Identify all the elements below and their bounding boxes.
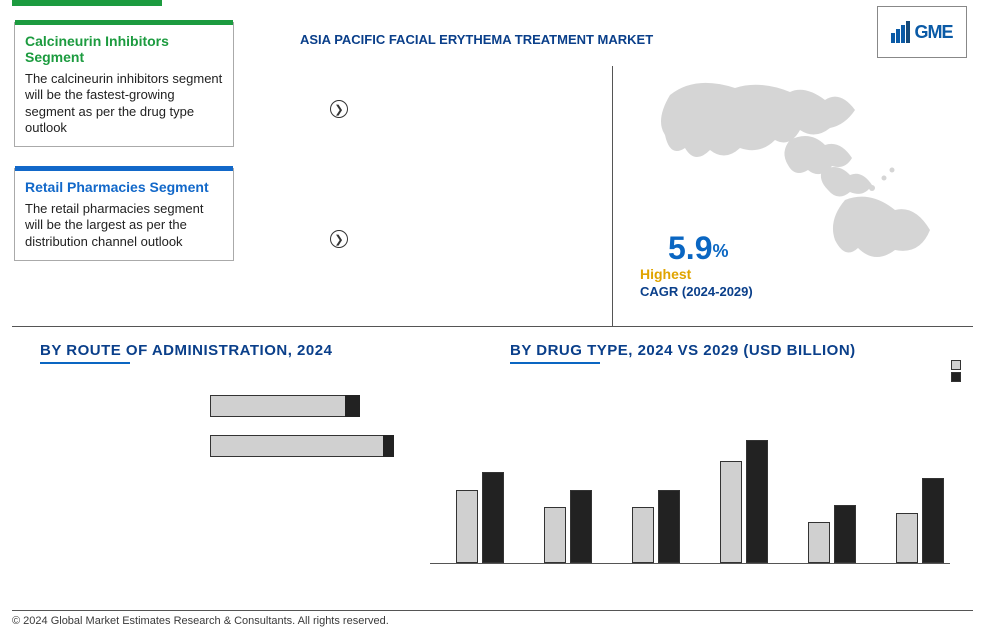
footer-copyright: © 2024 Global Market Estimates Research … xyxy=(12,610,973,627)
route-section-title: BY ROUTE OF ADMINISTRATION, 2024 xyxy=(40,342,332,364)
legend-swatch-2024 xyxy=(951,360,961,370)
drug-legend xyxy=(951,360,965,384)
card-body: The calcineurin inhibitors segment will … xyxy=(25,71,223,136)
cagr-number: 5.9 xyxy=(668,230,712,266)
card-heading: Calcineurin Inhibitors Segment xyxy=(25,33,223,65)
bar-2024 xyxy=(720,461,742,563)
infographic-root: GME ASIA PACIFIC FACIAL ERYTHEMA TREATME… xyxy=(0,0,985,633)
heading-underline xyxy=(510,362,600,364)
heading-underline xyxy=(40,362,130,364)
vertical-divider xyxy=(612,66,613,326)
bar-2029 xyxy=(834,505,856,563)
bar-2029 xyxy=(746,440,768,563)
hbar-row xyxy=(40,395,400,417)
bar-2029 xyxy=(482,472,504,563)
card-heading: Retail Pharmacies Segment xyxy=(25,179,223,195)
drug-grouped-bar-chart xyxy=(430,392,950,564)
bar-2024 xyxy=(544,507,566,563)
cagr-value: 5.9% xyxy=(668,230,729,267)
info-card-retail-pharmacies: Retail Pharmacies Segment The retail pha… xyxy=(14,168,234,261)
brand-name: GME xyxy=(914,22,952,43)
hbar-row xyxy=(40,435,400,457)
info-card-calcineurin: Calcineurin Inhibitors Segment The calci… xyxy=(14,22,234,147)
legend-swatch-2029 xyxy=(951,372,961,382)
cagr-label-period: CAGR (2024-2029) xyxy=(640,284,753,299)
hbar-bg xyxy=(210,435,385,457)
cagr-label-highest: Highest xyxy=(640,266,691,282)
top-accent-bar xyxy=(12,0,162,6)
bar-2029 xyxy=(570,490,592,563)
bar-2029 xyxy=(922,478,944,563)
brand-logo: GME xyxy=(877,6,967,58)
card-accent xyxy=(15,20,233,25)
horizontal-divider xyxy=(12,326,973,327)
section-heading: BY ROUTE OF ADMINISTRATION, 2024 xyxy=(40,342,332,359)
bar-2029 xyxy=(658,490,680,563)
bar-2024 xyxy=(456,490,478,563)
percent-sign: % xyxy=(712,241,728,261)
bar-2024 xyxy=(896,513,918,563)
section-heading: BY DRUG TYPE, 2024 VS 2029 (USD BILLION) xyxy=(510,342,856,359)
card-accent xyxy=(15,166,233,171)
route-hbar-chart xyxy=(40,395,400,475)
drug-section-title: BY DRUG TYPE, 2024 VS 2029 (USD BILLION) xyxy=(510,342,856,364)
bullet-row-1: ❯ xyxy=(330,100,348,118)
chevron-right-icon: ❯ xyxy=(330,100,348,118)
bullet-row-2: ❯ xyxy=(330,230,348,248)
logo-bars-icon xyxy=(891,21,910,43)
bar-2024 xyxy=(632,507,654,563)
hbar-fg xyxy=(345,395,360,417)
chevron-right-icon: ❯ xyxy=(330,230,348,248)
hbar-bg xyxy=(210,395,347,417)
bar-2024 xyxy=(808,522,830,563)
page-title: ASIA PACIFIC FACIAL ERYTHEMA TREATMENT M… xyxy=(300,32,653,47)
card-body: The retail pharmacies segment will be th… xyxy=(25,201,223,250)
hbar-fg xyxy=(383,435,394,457)
